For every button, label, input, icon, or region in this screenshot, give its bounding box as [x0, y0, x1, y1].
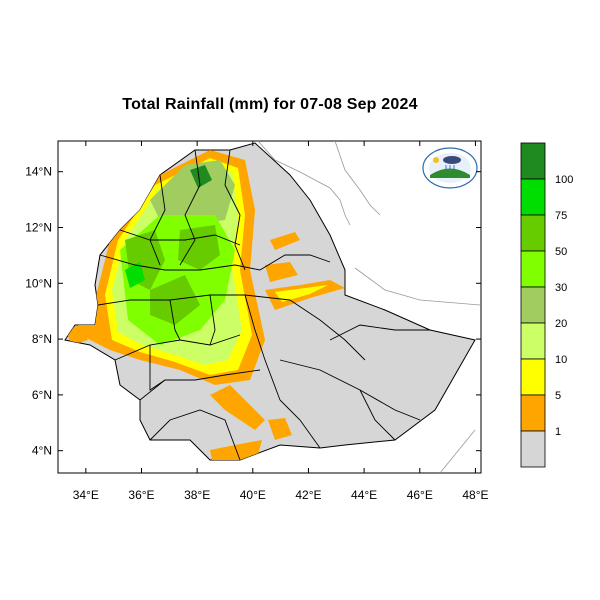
gulf-of-aden-coastline [354, 267, 481, 306]
y-tick-label: 12°N [25, 220, 52, 234]
colorbar-label: 1 [555, 426, 561, 438]
colorbar-label: 10 [555, 354, 567, 366]
rainfall-fields [65, 150, 345, 460]
colorbar-swatch [520, 322, 546, 360]
x-tick-label: 38°E [184, 488, 210, 502]
latitude-axis: 14°N 12°N 10°N 8°N 6°N 4°N [25, 165, 481, 458]
rain-south-band [210, 385, 265, 430]
rain-50-75mm-south [150, 275, 200, 325]
y-tick-label: 8°N [32, 332, 52, 346]
rain-75-100mm-spot [125, 262, 145, 288]
rainfall-colorbar: 100 75 50 30 20 10 5 1 [520, 142, 573, 468]
somalia-coastline [439, 429, 476, 473]
x-tick-label: 34°E [73, 488, 99, 502]
y-tick-label: 4°N [32, 444, 52, 458]
colorbar-swatch [520, 250, 546, 288]
rain-20-30mm-north [150, 160, 235, 225]
y-tick-label: 6°N [32, 388, 52, 402]
colorbar-label: 75 [555, 210, 567, 222]
rain-northeast-patch [270, 232, 300, 250]
colorbar-swatch [520, 286, 546, 324]
x-tick-label: 40°E [240, 488, 266, 502]
colorbar-swatch [520, 394, 546, 432]
colorbar-swatch [520, 430, 546, 468]
colorbar-swatch [520, 142, 546, 180]
colorbar-label: 20 [555, 318, 567, 330]
x-tick-label: 36°E [128, 488, 154, 502]
rain-south-patch [268, 418, 292, 440]
rain-east-patch [265, 262, 298, 282]
colorbar-label: 5 [555, 390, 561, 402]
rain-far-south-patch [210, 440, 262, 460]
rain-east-band-yellow [275, 285, 328, 302]
y-tick-label: 10°N [25, 276, 52, 290]
arabian-coastline [334, 141, 381, 216]
zone-borders [97, 149, 430, 461]
x-tick-label: 44°E [351, 488, 377, 502]
colorbar-label: 100 [555, 174, 573, 186]
rain-over-100mm-spot [190, 165, 212, 188]
colorbar-swatch [520, 178, 546, 216]
red-sea-coastline [257, 141, 351, 226]
longitude-axis: 34°E 36°E 38°E 40°E 42°E 44°E 46°E 48°E [73, 141, 489, 502]
colorbar-label: 30 [555, 282, 567, 294]
colorbar-swatch [520, 358, 546, 396]
y-tick-label: 14°N [25, 165, 52, 179]
map-title: Total Rainfall (mm) for 07-08 Sep 2024 [122, 96, 418, 113]
x-tick-label: 48°E [462, 488, 488, 502]
colorbar-label: 50 [555, 246, 567, 258]
meteorology-agency-logo [422, 147, 478, 189]
colorbar-swatch [520, 214, 546, 252]
x-tick-label: 46°E [407, 488, 433, 502]
x-tick-label: 42°E [295, 488, 321, 502]
